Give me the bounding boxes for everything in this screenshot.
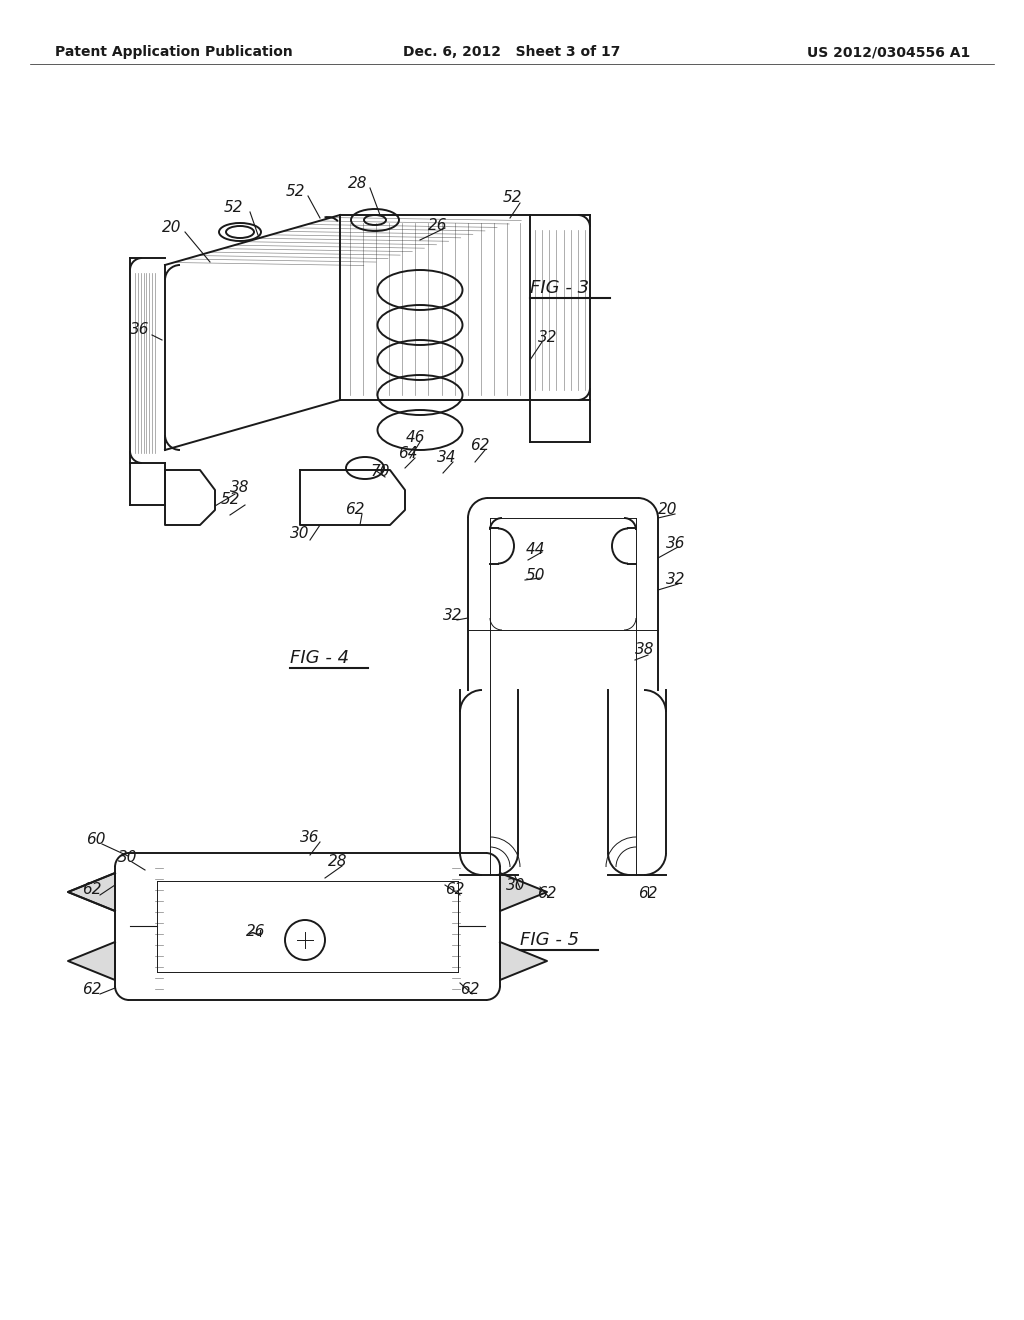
Polygon shape [500,873,547,911]
Text: 46: 46 [406,429,425,445]
Text: 50: 50 [525,568,545,582]
Text: 70: 70 [371,465,390,479]
Text: 62: 62 [82,982,101,998]
Text: 26: 26 [428,218,447,232]
Text: 26: 26 [246,924,266,940]
Text: 62: 62 [345,503,365,517]
Text: 20: 20 [162,219,181,235]
Text: 28: 28 [329,854,348,870]
Text: 36: 36 [667,536,686,550]
Text: 30: 30 [118,850,138,866]
Text: 62: 62 [445,883,465,898]
Text: 32: 32 [667,573,686,587]
Text: 30: 30 [290,527,309,541]
Text: 36: 36 [300,830,319,846]
Text: 20: 20 [658,503,678,517]
Text: 62: 62 [638,886,657,900]
Text: 30: 30 [506,878,525,892]
Text: ~: ~ [247,924,263,944]
Text: 36: 36 [130,322,150,338]
Text: Patent Application Publication: Patent Application Publication [55,45,293,59]
Text: 38: 38 [635,643,654,657]
Text: FIG - 3: FIG - 3 [530,279,589,297]
Polygon shape [500,942,547,979]
Text: US 2012/0304556 A1: US 2012/0304556 A1 [807,45,970,59]
Text: 44: 44 [525,541,545,557]
Text: 34: 34 [437,450,457,466]
Text: 38: 38 [230,480,250,495]
Text: FIG - 5: FIG - 5 [520,931,580,949]
Text: 62: 62 [82,883,101,898]
Text: 62: 62 [538,886,557,900]
Polygon shape [68,873,115,911]
Polygon shape [68,942,115,979]
Text: Dec. 6, 2012   Sheet 3 of 17: Dec. 6, 2012 Sheet 3 of 17 [403,45,621,59]
Text: 52: 52 [502,190,522,206]
Text: 60: 60 [86,833,105,847]
Text: 32: 32 [443,609,463,623]
Text: 32: 32 [539,330,558,346]
Text: 62: 62 [460,982,480,998]
Text: FIG - 4: FIG - 4 [290,649,349,667]
Text: 52: 52 [286,185,305,199]
Text: 28: 28 [348,176,368,190]
Text: 52: 52 [220,492,240,507]
Text: 62: 62 [470,437,489,453]
Text: 64: 64 [398,446,418,461]
Text: 52: 52 [223,201,243,215]
